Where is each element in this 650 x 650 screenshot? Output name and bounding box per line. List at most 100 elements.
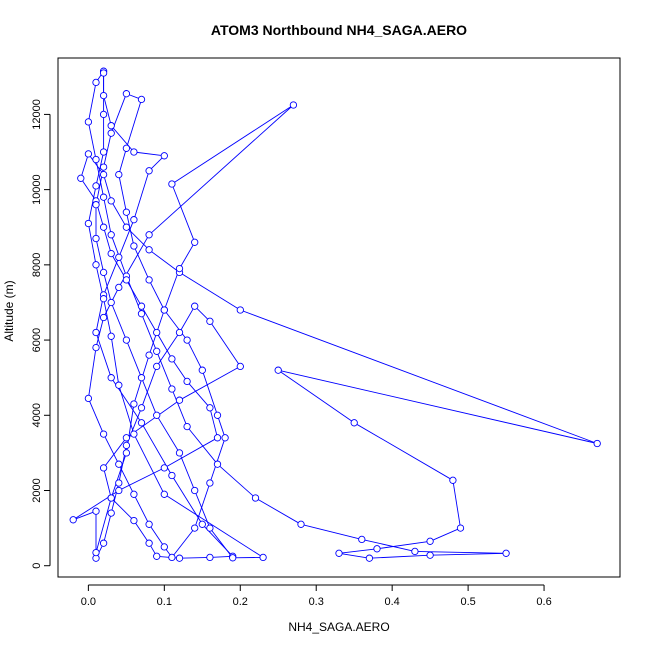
series-line-segment	[277, 369, 355, 424]
data-point	[160, 464, 168, 472]
series-line-segment	[87, 185, 97, 224]
data-point	[84, 394, 93, 403]
data-point	[99, 170, 108, 179]
series-line-segment	[148, 524, 165, 548]
series-line-segment	[163, 309, 188, 341]
series-line-segment	[103, 272, 112, 303]
data-point	[145, 351, 153, 359]
series-line-segment	[209, 437, 226, 484]
data-point	[107, 197, 115, 205]
data-point	[122, 144, 131, 152]
series-line-segment	[95, 238, 105, 273]
data-point	[122, 90, 131, 98]
series-line-segment	[110, 452, 127, 499]
data-point	[365, 554, 374, 562]
data-point	[130, 216, 138, 224]
series-line-segment	[179, 556, 210, 559]
series-line-segment	[353, 422, 454, 481]
data-point	[122, 449, 131, 457]
data-point	[426, 551, 434, 559]
data-point	[107, 332, 115, 340]
data-point	[236, 362, 244, 371]
y-tick-label: 2000	[31, 478, 43, 502]
data-point	[206, 524, 214, 532]
series-line-segment	[95, 497, 112, 553]
data-point	[175, 449, 184, 457]
data-point	[213, 411, 222, 419]
data-point	[175, 328, 184, 337]
data-point	[130, 430, 138, 438]
data-point	[92, 507, 100, 515]
series-line-segment	[87, 347, 97, 399]
series-line-segment	[103, 197, 112, 235]
data-point	[289, 101, 298, 109]
data-series	[69, 67, 601, 562]
data-point	[99, 69, 108, 77]
series-line-segment	[110, 200, 127, 228]
series-line-segment	[186, 381, 211, 409]
data-point	[92, 182, 100, 190]
x-tick-label: 0.1	[157, 596, 172, 608]
data-point	[115, 479, 123, 487]
data-point	[175, 554, 184, 562]
data-point	[153, 347, 161, 355]
data-point	[92, 343, 100, 352]
series-line-segment	[110, 497, 135, 521]
x-tick-label: 0.3	[309, 596, 324, 608]
series-line-segment	[186, 339, 203, 371]
data-point	[153, 328, 161, 337]
data-point	[175, 396, 184, 404]
series-line-segment	[186, 426, 218, 465]
series-line-segment	[338, 552, 370, 559]
data-point	[115, 460, 123, 468]
data-point	[191, 302, 199, 310]
data-point	[107, 249, 115, 258]
series-line-segment	[171, 183, 196, 243]
series-line-segment	[148, 279, 165, 311]
series-line-segment	[126, 226, 150, 251]
data-point	[115, 381, 123, 389]
series-line-segment	[95, 151, 105, 186]
series-line-segment	[133, 494, 150, 525]
data-point	[350, 419, 358, 427]
data-point	[99, 539, 108, 547]
series-line-segment	[156, 415, 180, 454]
series-line-segment	[148, 249, 180, 273]
data-point	[99, 163, 108, 171]
data-point	[107, 129, 115, 137]
series-line-segment	[141, 313, 158, 352]
series-line-segment	[110, 302, 127, 341]
data-point	[130, 516, 138, 525]
series-line-segment	[118, 219, 135, 258]
data-point	[411, 547, 419, 556]
y-tick-label: 0	[31, 563, 43, 569]
data-point	[122, 223, 131, 231]
data-point	[145, 167, 153, 175]
data-point	[274, 366, 282, 374]
series-line-segment	[125, 339, 142, 378]
x-tick-label: 0.5	[460, 596, 475, 608]
y-axis-label: Altitude (m)	[2, 280, 16, 341]
data-point	[99, 313, 108, 322]
x-tick-label: 0.6	[536, 596, 551, 608]
series-line-segment	[240, 309, 598, 444]
series-line-segment	[171, 527, 196, 558]
data-point	[145, 276, 153, 284]
series-line-segment	[125, 212, 135, 247]
data-point	[92, 548, 100, 557]
plot-frame	[57, 57, 621, 578]
data-point	[206, 317, 214, 325]
x-axis-label: NH4_SAGA.AERO	[288, 620, 389, 634]
x-tick-label: 0.4	[385, 596, 400, 608]
series-line-segment	[179, 366, 241, 401]
series-line-segment	[118, 467, 165, 491]
data-point	[99, 430, 108, 438]
series-line-segment	[164, 493, 264, 558]
data-point	[593, 439, 601, 448]
series-line-segment	[103, 437, 127, 469]
data-point	[122, 336, 131, 344]
series-line-segment	[141, 366, 158, 408]
data-point	[358, 535, 366, 544]
data-point	[92, 201, 100, 209]
